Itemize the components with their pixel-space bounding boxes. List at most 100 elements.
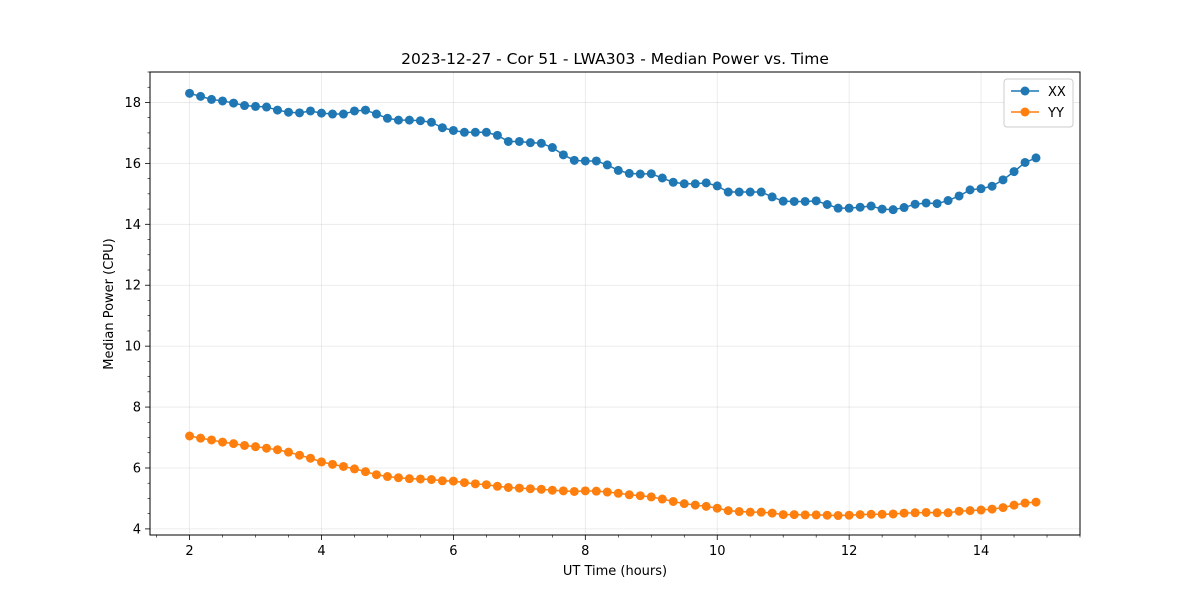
data-point-yy xyxy=(382,472,392,482)
data-point-xx xyxy=(723,187,733,197)
series-xx xyxy=(185,88,1041,215)
data-point-yy xyxy=(492,481,502,491)
data-point-xx xyxy=(382,113,392,123)
data-point-yy xyxy=(415,474,425,484)
data-point-xx xyxy=(349,106,359,116)
data-point-yy xyxy=(284,447,294,457)
data-point-xx xyxy=(734,187,744,197)
data-point-xx xyxy=(426,117,436,127)
data-point-yy xyxy=(349,464,359,474)
data-point-yy xyxy=(712,503,722,513)
data-point-yy xyxy=(536,484,546,494)
series-layer xyxy=(185,88,1041,521)
data-point-xx xyxy=(998,175,1008,185)
y-tick-label: 10 xyxy=(124,340,141,355)
data-point-xx xyxy=(635,169,645,179)
data-point-xx xyxy=(580,156,590,166)
data-point-xx xyxy=(262,102,272,112)
data-point-yy xyxy=(448,476,458,486)
data-point-xx xyxy=(1031,153,1041,163)
data-point-yy xyxy=(525,484,535,494)
data-point-xx xyxy=(800,196,810,206)
data-point-yy xyxy=(723,506,733,516)
data-point-xx xyxy=(844,203,854,213)
x-axis-title: UT Time (hours) xyxy=(563,564,667,579)
data-point-yy xyxy=(976,505,986,515)
data-point-yy xyxy=(954,506,964,516)
data-point-yy xyxy=(580,486,590,496)
data-point-xx xyxy=(811,196,821,206)
data-point-yy xyxy=(437,476,447,486)
data-point-yy xyxy=(866,509,876,519)
data-point-xx xyxy=(866,201,876,211)
data-point-xx xyxy=(525,138,535,148)
data-point-yy xyxy=(328,459,337,469)
x-tick-label: 4 xyxy=(317,544,325,559)
data-point-yy xyxy=(426,475,436,485)
data-point-xx xyxy=(921,198,931,208)
data-point-yy xyxy=(295,450,305,460)
data-point-yy xyxy=(185,431,195,441)
data-point-yy xyxy=(569,486,579,496)
data-point-yy xyxy=(1031,497,1041,507)
data-point-xx xyxy=(701,178,711,188)
data-point-xx xyxy=(338,109,348,119)
data-point-xx xyxy=(877,204,887,214)
data-point-xx xyxy=(646,169,656,179)
y-axis-title: Median Power (CPU) xyxy=(102,238,117,369)
data-point-xx xyxy=(932,199,942,209)
chart-title: 2023-12-27 - Cor 51 - LWA303 - Median Po… xyxy=(401,50,829,68)
data-point-xx xyxy=(514,136,524,146)
data-point-xx xyxy=(899,203,909,213)
data-point-xx xyxy=(712,181,722,191)
data-point-xx xyxy=(767,192,777,202)
data-point-yy xyxy=(888,509,898,519)
data-point-yy xyxy=(371,470,381,480)
data-point-yy xyxy=(481,480,491,490)
data-point-xx xyxy=(833,203,843,213)
data-point-yy xyxy=(251,442,261,452)
data-point-xx xyxy=(185,88,195,98)
legend-label-yy: YY xyxy=(1047,106,1064,121)
data-point-yy xyxy=(668,496,678,506)
data-point-yy xyxy=(470,479,480,489)
ticks: 2 4 6 8 10 12 14 4 6 8 10 12 14 16 18 xyxy=(124,71,1081,559)
data-point-yy xyxy=(558,486,568,496)
data-point-xx xyxy=(602,160,612,170)
y-tick-label: 16 xyxy=(124,157,141,172)
data-point-xx xyxy=(547,143,557,153)
data-point-yy xyxy=(910,508,920,518)
data-point-yy xyxy=(932,508,942,518)
data-point-xx xyxy=(207,94,217,104)
data-point-yy xyxy=(591,486,601,496)
data-point-xx xyxy=(976,184,986,194)
data-point-yy xyxy=(646,492,656,502)
y-tick-label: 6 xyxy=(133,461,141,476)
data-point-yy xyxy=(701,501,711,511)
data-point-yy xyxy=(756,507,766,517)
data-point-yy xyxy=(811,510,821,520)
data-point-yy xyxy=(229,439,239,449)
x-tick-label: 14 xyxy=(973,544,990,559)
data-point-yy xyxy=(338,461,348,471)
data-point-yy xyxy=(635,491,645,501)
data-point-yy xyxy=(240,440,250,450)
data-point-yy xyxy=(613,488,623,498)
data-point-yy xyxy=(778,510,788,520)
data-point-yy xyxy=(745,507,755,517)
data-point-xx xyxy=(987,181,997,191)
data-point-xx xyxy=(756,187,766,197)
data-point-xx xyxy=(668,177,678,187)
data-point-xx xyxy=(503,136,513,146)
data-point-yy xyxy=(921,507,931,517)
data-point-xx xyxy=(240,101,250,111)
data-point-xx xyxy=(855,202,865,212)
data-point-xx xyxy=(888,205,898,215)
data-point-yy xyxy=(844,510,854,520)
data-point-xx xyxy=(745,187,755,197)
data-point-xx xyxy=(965,185,975,195)
x-tick-label: 6 xyxy=(449,544,457,559)
data-point-xx xyxy=(558,150,568,160)
data-point-yy xyxy=(207,435,217,445)
